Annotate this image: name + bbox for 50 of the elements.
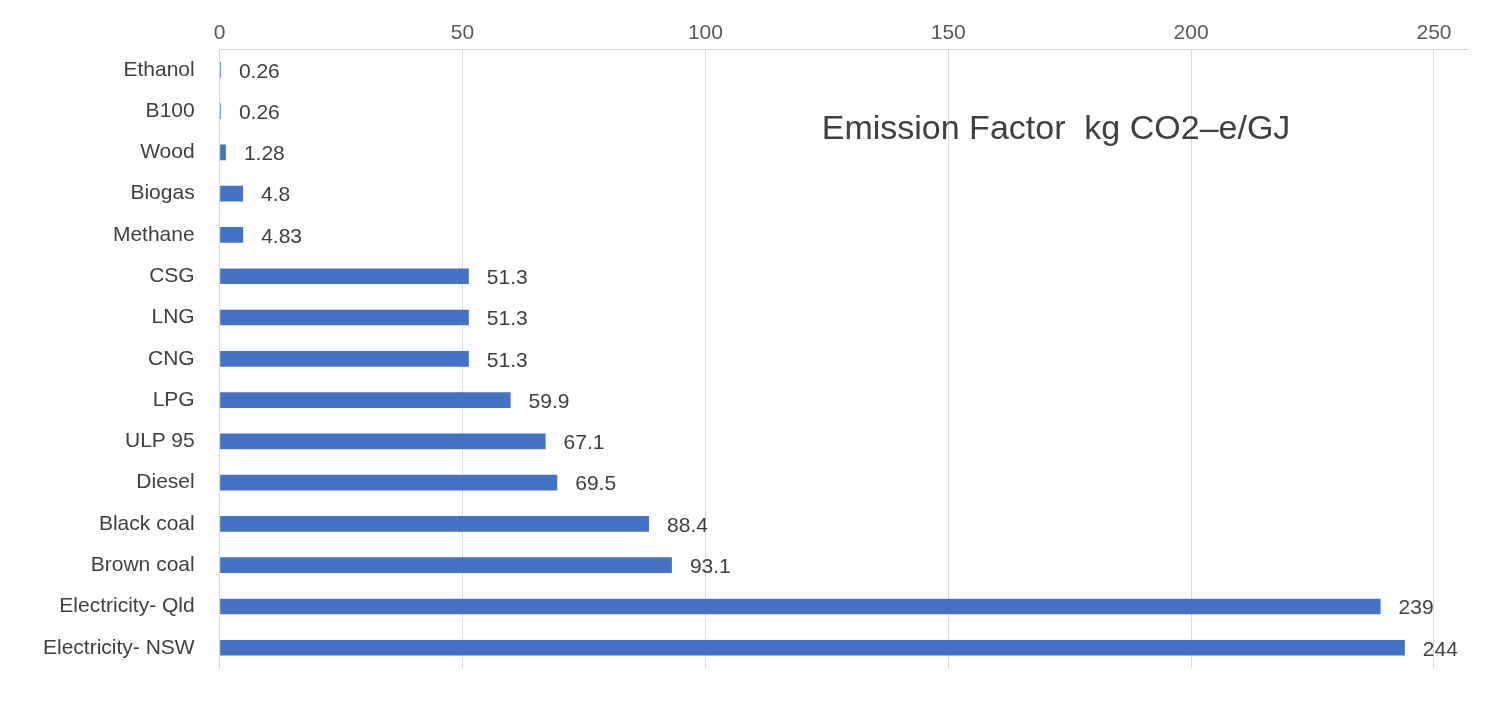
y-tick-label: Diesel xyxy=(136,469,195,493)
y-tick-label: Methane xyxy=(112,221,195,245)
data-label: 51.3 xyxy=(486,306,528,330)
bar xyxy=(220,185,243,202)
y-tick-label: CSG xyxy=(149,263,195,287)
x-tick-label: 100 xyxy=(687,20,723,44)
x-tick-label: 250 xyxy=(1416,20,1452,44)
data-label: 51.3 xyxy=(486,265,528,289)
bar xyxy=(220,433,546,450)
x-tick-label: 200 xyxy=(1173,20,1209,44)
data-label: 1.28 xyxy=(243,141,285,165)
bar xyxy=(220,144,226,161)
bar xyxy=(220,268,469,285)
y-tick-label: CNG xyxy=(147,345,195,369)
y-tick-label: LNG xyxy=(151,304,195,328)
bar xyxy=(220,227,244,243)
y-tick-label: Wood xyxy=(140,139,195,163)
bar xyxy=(220,557,672,574)
data-label: 4.83 xyxy=(261,223,302,247)
text: Emission Factor kg CO2–e/GJ xyxy=(821,107,1291,146)
y-tick-label: Brown coal xyxy=(90,552,195,575)
y-tick-label: Electricity- NSW xyxy=(42,634,195,658)
bar xyxy=(220,598,1381,615)
y-tick-label: Black coal xyxy=(98,510,195,534)
data-label: 59.9 xyxy=(528,388,570,412)
data-label: 67.1 xyxy=(563,430,605,454)
data-label: 0.26 xyxy=(238,99,280,123)
y-tick-label: Electricity- Qld xyxy=(59,593,195,617)
y-tick-label: B100 xyxy=(145,97,195,121)
bar xyxy=(220,516,650,532)
data-label: 51.3 xyxy=(486,347,528,371)
y-tick-label: Ethanol xyxy=(123,56,195,80)
x-tick-label: 50 xyxy=(450,20,475,44)
data-label: 239 xyxy=(1398,595,1434,619)
bar xyxy=(220,350,469,367)
y-tick-label: LPG xyxy=(152,386,195,410)
bar xyxy=(220,309,469,326)
data-label: 69.5 xyxy=(575,471,617,495)
data-label: 244 xyxy=(1422,636,1459,660)
data-label: 88.4 xyxy=(667,512,709,536)
x-tick-label: 150 xyxy=(930,20,966,44)
data-label: 0.26 xyxy=(238,58,280,82)
y-tick-label: Biogas xyxy=(130,180,195,204)
data-label: 4.8 xyxy=(260,182,291,206)
bar xyxy=(220,392,511,408)
x-tick-label: 0 xyxy=(213,20,226,44)
y-tick-label: ULP 95 xyxy=(124,428,195,452)
bar xyxy=(220,474,558,491)
data-label: 93.1 xyxy=(689,554,731,577)
bar xyxy=(220,639,1405,656)
